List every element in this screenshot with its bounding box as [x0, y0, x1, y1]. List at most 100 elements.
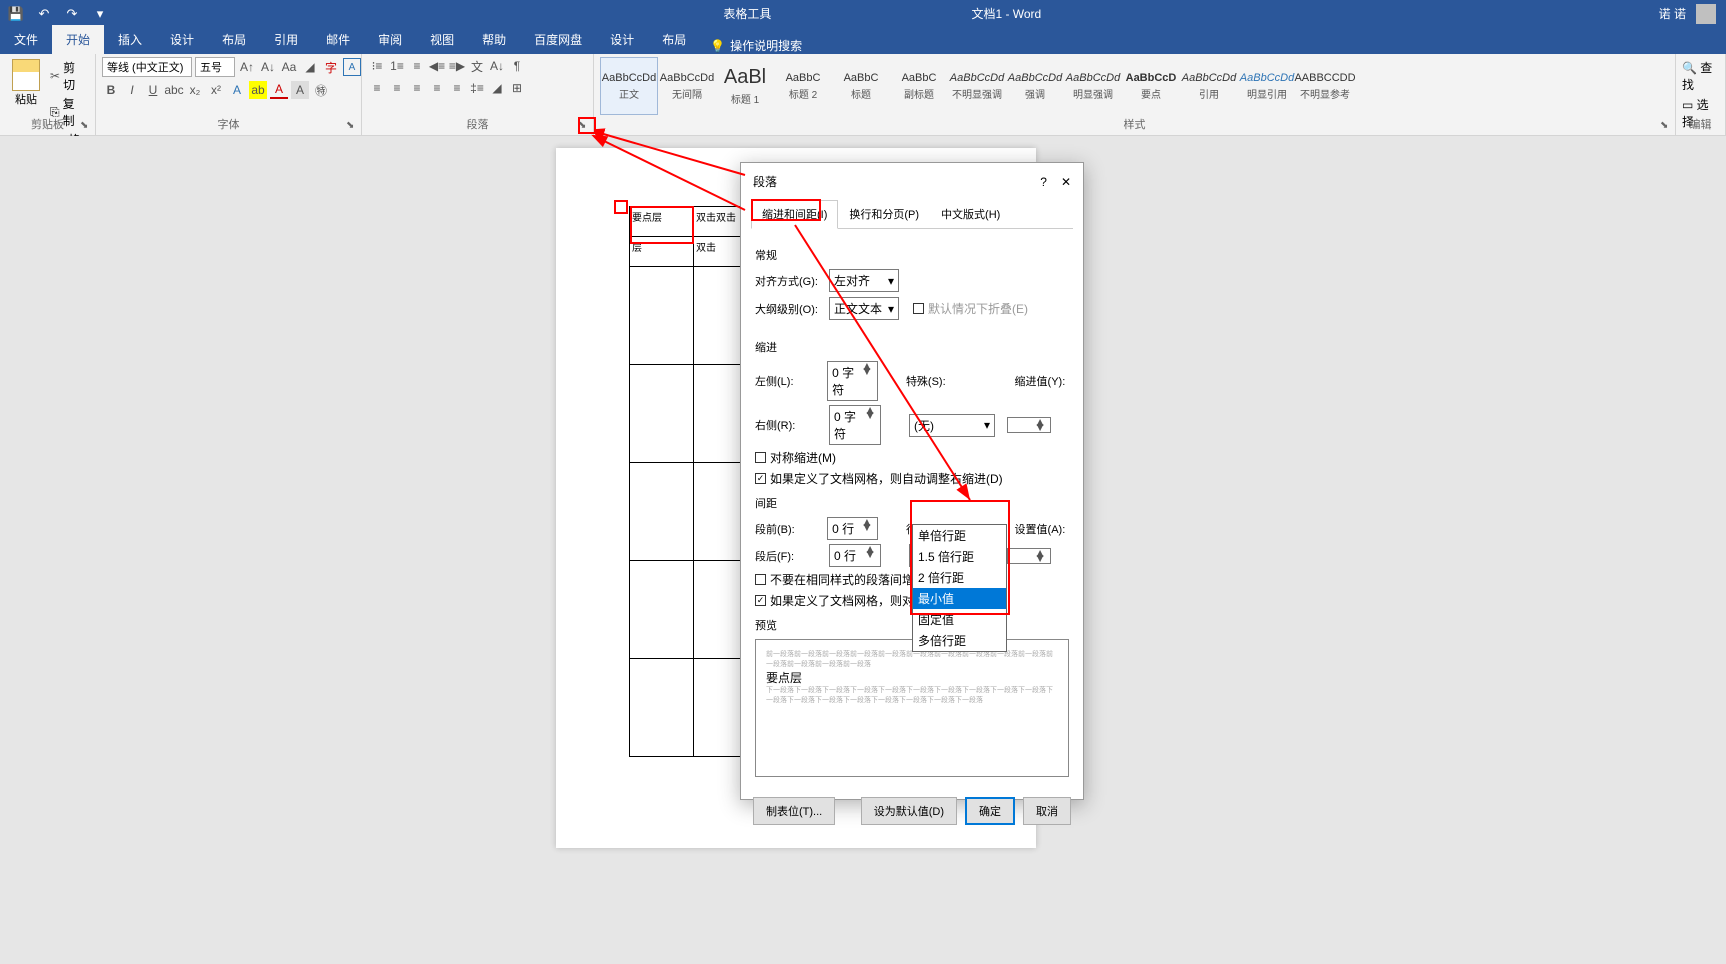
at-spinner[interactable]: ▲▼ — [1007, 548, 1051, 564]
menu-references[interactable]: 引用 — [260, 25, 312, 54]
align-right-icon[interactable]: ≡ — [408, 79, 426, 97]
numbering-icon[interactable]: 1≡ — [388, 57, 406, 75]
font-name-combo[interactable]: 等线 (中文正文) — [102, 57, 192, 77]
distribute-icon[interactable]: ≡ — [448, 79, 466, 97]
style-item[interactable]: AaBbC标题 — [832, 57, 890, 115]
outline-combo[interactable]: 正文文本▾ — [829, 297, 899, 320]
paste-button[interactable]: 粘贴 — [6, 57, 46, 109]
undo-icon[interactable]: ↶ — [36, 6, 52, 22]
phonetic-icon[interactable]: 字 — [322, 58, 340, 76]
line-spacing-dropdown[interactable]: 单倍行距1.5 倍行距2 倍行距最小值固定值多倍行距 — [912, 524, 1007, 652]
menu-table-layout[interactable]: 布局 — [648, 25, 700, 54]
menu-table-design[interactable]: 设计 — [596, 25, 648, 54]
table-cell[interactable] — [630, 561, 694, 659]
right-indent-spinner[interactable]: 0 字符▲▼ — [829, 405, 881, 445]
bullets-icon[interactable]: ⁝≡ — [368, 57, 386, 75]
borders-icon[interactable]: ⊞ — [508, 79, 526, 97]
char-shading-icon[interactable]: A — [291, 81, 309, 99]
border-char-icon[interactable]: A — [343, 58, 361, 76]
table-cell[interactable] — [630, 267, 694, 365]
italic-icon[interactable]: I — [123, 81, 141, 99]
menu-design[interactable]: 设计 — [156, 25, 208, 54]
styles-gallery[interactable]: AaBbCcDd正文AaBbCcDd无间隔AaBl标题 1AaBbC标题 2Aa… — [600, 57, 1669, 115]
superscript-icon[interactable]: x² — [207, 81, 225, 99]
bold-icon[interactable]: B — [102, 81, 120, 99]
sort-icon[interactable]: A↓ — [488, 57, 506, 75]
justify-icon[interactable]: ≡ — [428, 79, 446, 97]
menu-help[interactable]: 帮助 — [468, 25, 520, 54]
left-indent-spinner[interactable]: 0 字符▲▼ — [827, 361, 878, 401]
strike-icon[interactable]: abc — [165, 81, 183, 99]
style-item[interactable]: AaBbCcDd不明显强调 — [948, 57, 1006, 115]
style-item[interactable]: AaBbCcDd明显引用 — [1238, 57, 1296, 115]
shading-icon[interactable]: ◢ — [488, 79, 506, 97]
by-spinner[interactable]: ▲▼ — [1007, 417, 1051, 433]
shrink-font-icon[interactable]: A↓ — [259, 58, 277, 76]
special-combo[interactable]: (无)▾ — [909, 414, 995, 437]
multilevel-icon[interactable]: ≡ — [408, 57, 426, 75]
mirror-checkbox[interactable] — [755, 452, 766, 463]
menu-review[interactable]: 审阅 — [364, 25, 416, 54]
tab-indent-spacing[interactable]: 缩进和间距(I) — [751, 200, 838, 229]
style-item[interactable]: AaBbCcDd无间隔 — [658, 57, 716, 115]
subscript-icon[interactable]: x₂ — [186, 81, 204, 99]
menu-view[interactable]: 视图 — [416, 25, 468, 54]
decrease-indent-icon[interactable]: ◀≡ — [428, 57, 446, 75]
style-item[interactable]: AaBbCcDd引用 — [1180, 57, 1238, 115]
after-spinner[interactable]: 0 行▲▼ — [829, 544, 881, 567]
dropdown-item[interactable]: 2 倍行距 — [913, 567, 1006, 588]
menu-insert[interactable]: 插入 — [104, 25, 156, 54]
grow-font-icon[interactable]: A↑ — [238, 58, 256, 76]
tab-chinese[interactable]: 中文版式(H) — [930, 200, 1011, 228]
show-marks-icon[interactable]: ¶ — [508, 57, 526, 75]
style-item[interactable]: AABBCCDD不明显参考 — [1296, 57, 1354, 115]
style-item[interactable]: AaBbC副标题 — [890, 57, 948, 115]
menu-layout[interactable]: 布局 — [208, 25, 260, 54]
dropdown-item[interactable]: 固定值 — [913, 609, 1006, 630]
asian-layout-icon[interactable]: 文 — [468, 57, 486, 75]
ok-button[interactable]: 确定 — [965, 797, 1015, 825]
style-item[interactable]: AaBbC标题 2 — [774, 57, 832, 115]
style-item[interactable]: AaBbCcD要点 — [1122, 57, 1180, 115]
text-effects-icon[interactable]: A — [228, 81, 246, 99]
table-cell[interactable] — [630, 659, 694, 757]
table-cell[interactable]: 层 — [630, 237, 694, 267]
avatar-icon[interactable] — [1696, 4, 1716, 24]
before-spinner[interactable]: 0 行▲▼ — [827, 517, 878, 540]
highlight-icon[interactable]: ab — [249, 81, 267, 99]
underline-icon[interactable]: U — [144, 81, 162, 99]
increase-indent-icon[interactable]: ≡▶ — [448, 57, 466, 75]
font-size-combo[interactable]: 五号 — [195, 57, 235, 77]
style-item[interactable]: AaBbCcDd正文 — [600, 57, 658, 115]
clipboard-launcher[interactable]: ⬊ — [80, 120, 92, 132]
table-cell[interactable] — [630, 463, 694, 561]
style-item[interactable]: AaBbCcDd强调 — [1006, 57, 1064, 115]
grid-checkbox[interactable]: ✓ — [755, 473, 766, 484]
align-left-icon[interactable]: ≡ — [368, 79, 386, 97]
line-spacing-icon[interactable]: ‡≡ — [468, 79, 486, 97]
align-center-icon[interactable]: ≡ — [388, 79, 406, 97]
close-icon[interactable]: ✕ — [1061, 175, 1071, 189]
align-combo[interactable]: 左对齐▾ — [829, 269, 899, 292]
cut-button[interactable]: ✂剪切 — [50, 59, 85, 93]
tabs-button[interactable]: 制表位(T)... — [753, 797, 835, 825]
table-cell[interactable] — [630, 365, 694, 463]
collapse-checkbox[interactable] — [913, 303, 924, 314]
grid2-checkbox[interactable]: ✓ — [755, 595, 766, 606]
style-item[interactable]: AaBbCcDd明显强调 — [1064, 57, 1122, 115]
tab-line-page[interactable]: 换行和分页(P) — [838, 200, 930, 228]
help-icon[interactable]: ? — [1040, 175, 1047, 189]
clear-format-icon[interactable]: ◢ — [301, 58, 319, 76]
cancel-button[interactable]: 取消 — [1023, 797, 1071, 825]
table-cell[interactable]: 要点层 — [630, 207, 694, 237]
find-button[interactable]: 🔍 查找 — [1682, 59, 1719, 93]
enclose-icon[interactable]: ㊕ — [312, 81, 330, 99]
styles-launcher[interactable]: ⬊ — [1660, 120, 1672, 132]
style-item[interactable]: AaBl标题 1 — [716, 57, 774, 115]
dropdown-item[interactable]: 多倍行距 — [913, 630, 1006, 651]
menu-file[interactable]: 文件 — [0, 25, 52, 54]
customize-icon[interactable]: ▾ — [92, 6, 108, 22]
no-space-checkbox[interactable] — [755, 574, 766, 585]
menu-home[interactable]: 开始 — [52, 25, 104, 54]
redo-icon[interactable]: ↷ — [64, 6, 80, 22]
